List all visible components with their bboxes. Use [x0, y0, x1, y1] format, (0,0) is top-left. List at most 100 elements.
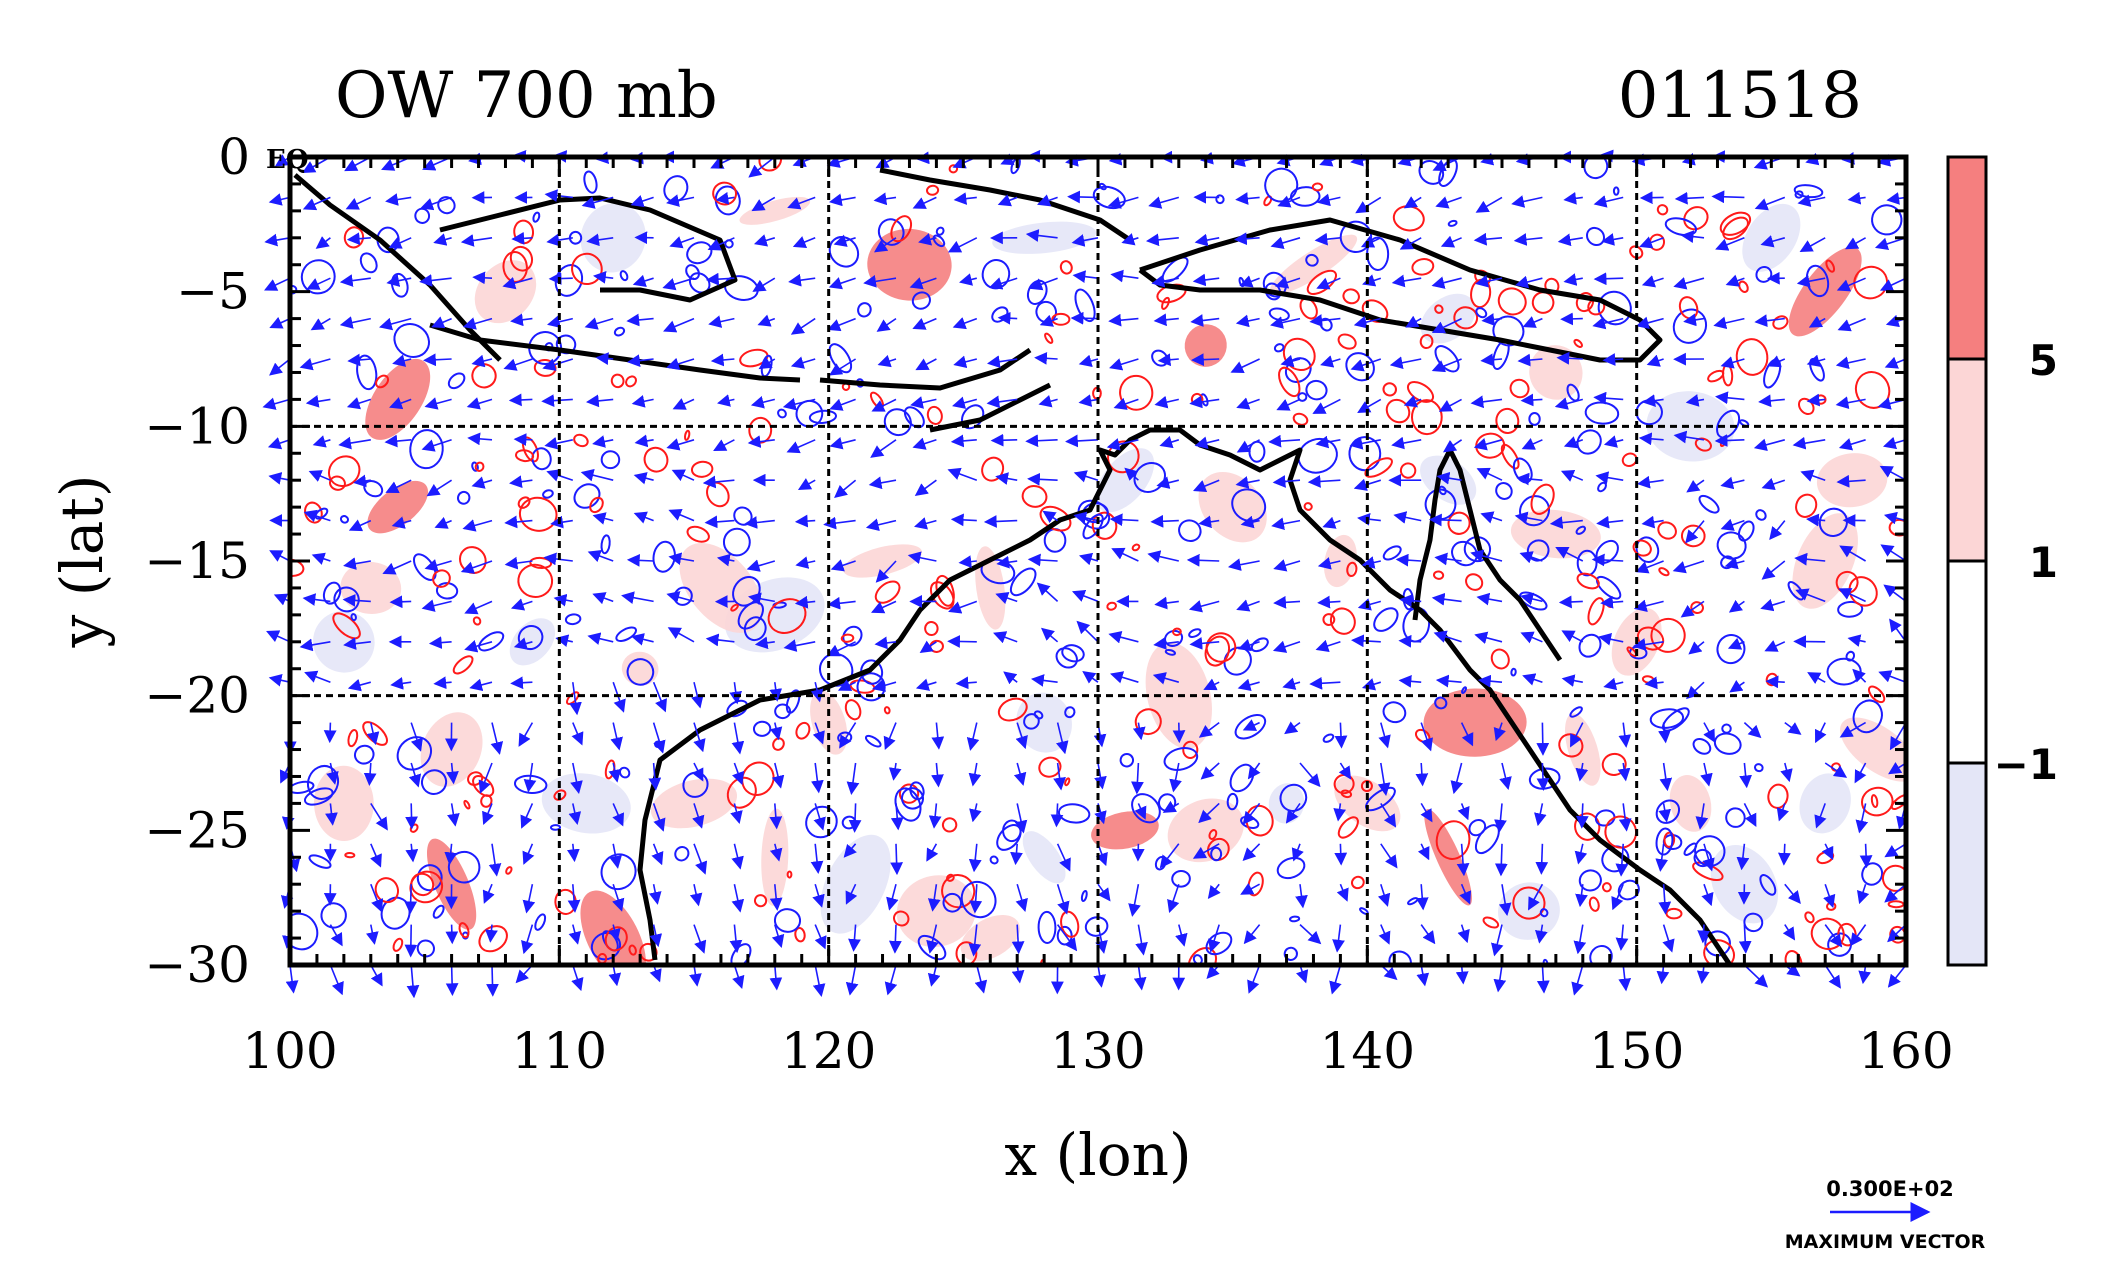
- wind-vector: [1435, 196, 1462, 209]
- negative-contour: [1037, 910, 1057, 944]
- wind-vector: [1784, 721, 1802, 735]
- wind-vector: [1857, 883, 1870, 905]
- wind-vector: [1884, 356, 1907, 369]
- wind-vector: [1511, 195, 1543, 208]
- wind-vector: [1236, 397, 1260, 410]
- wind-vector: [419, 274, 452, 287]
- wind-vector: [668, 508, 695, 522]
- wind-vector: [753, 234, 776, 247]
- wind-vector: [1416, 964, 1430, 987]
- wind-vector: [508, 393, 533, 407]
- wind-vector: [811, 762, 824, 794]
- wind-vector: [1474, 631, 1503, 644]
- coastline-australia: [637, 427, 1733, 965]
- negative-contour: [322, 581, 342, 605]
- wind-vector: [325, 803, 338, 826]
- wind-vector: [863, 274, 897, 288]
- wind-vector: [1391, 274, 1422, 288]
- x-tick-label: 120: [781, 1022, 876, 1080]
- wind-vector: [303, 509, 331, 523]
- wind-vector: [410, 722, 424, 752]
- wind-vector: [485, 924, 498, 943]
- wind-vector: [1641, 515, 1664, 529]
- wind-vector: [1703, 722, 1716, 743]
- negative-contour: [1215, 194, 1225, 205]
- wind-vector: [1360, 235, 1382, 248]
- positive-contour: [392, 937, 404, 952]
- colorbar: −1 1 5: [1946, 155, 2058, 967]
- wind-vector: [1271, 517, 1301, 530]
- positive-contour: [1453, 306, 1479, 330]
- negative-contour: [1163, 747, 1199, 771]
- positive-contour: [1601, 882, 1612, 893]
- wind-vector: [521, 924, 534, 955]
- wind-vector: [1299, 762, 1321, 788]
- negative-contour: [942, 892, 963, 913]
- positive-contour: [517, 563, 554, 598]
- wind-vector: [1632, 638, 1664, 651]
- wind-vector: [1355, 196, 1382, 214]
- wind-vector: [1332, 924, 1345, 953]
- wind-vector: [1879, 465, 1907, 481]
- negative-contour: [333, 586, 360, 613]
- negative-contour: [1683, 842, 1698, 856]
- wind-vector: [346, 232, 371, 246]
- wind-vector: [370, 843, 382, 868]
- wind-vector: [1285, 802, 1301, 824]
- wind-vector: [909, 277, 937, 290]
- wind-vector: [1852, 668, 1867, 683]
- wind-vector: [1108, 630, 1139, 644]
- wind-vector: [1807, 672, 1826, 684]
- positive-contour: [844, 699, 862, 721]
- positive-contour: [589, 496, 604, 514]
- positive-contour: [553, 789, 567, 801]
- wind-vector: [1780, 762, 1793, 783]
- wind-vector: [1836, 474, 1866, 488]
- wind-vector: [875, 560, 897, 583]
- wind-vector: [1436, 471, 1462, 485]
- wind-vector: [1415, 762, 1429, 787]
- wind-vector: [1673, 277, 1705, 290]
- wind-vector: [758, 356, 776, 370]
- wind-vector: [1700, 762, 1713, 787]
- wind-vector: [1475, 274, 1503, 288]
- wind-vector: [1595, 471, 1624, 484]
- wind-vector: [1560, 470, 1584, 482]
- negative-contour: [416, 939, 435, 958]
- positive-contour: [1311, 182, 1324, 192]
- wind-vector: [1316, 277, 1341, 290]
- positive-contour: [515, 449, 535, 463]
- wind-vector: [1835, 396, 1866, 409]
- wind-vector: [1156, 476, 1179, 489]
- wind-vector: [592, 512, 614, 525]
- coastline-lesser-sunda: [819, 347, 1032, 391]
- wind-vector: [1377, 762, 1391, 796]
- wind-vector: [1517, 353, 1543, 367]
- positive-contour: [327, 455, 361, 488]
- negative-contour: [1080, 889, 1088, 903]
- positive-contour: [1495, 407, 1520, 434]
- wind-vector: [520, 803, 534, 829]
- wind-vector: [471, 354, 493, 368]
- wind-vector: [1835, 356, 1866, 370]
- wind-vector: [730, 803, 743, 825]
- positive-contour: [1119, 374, 1154, 411]
- negative-contour: [1434, 696, 1448, 710]
- wind-vector: [1658, 803, 1672, 823]
- wind-vector: [915, 678, 937, 691]
- wind-vector: [705, 633, 735, 647]
- wind-vector: [1554, 397, 1584, 410]
- wind-vector: [1498, 884, 1512, 917]
- wind-vector: [1399, 594, 1422, 607]
- colorbar-label: 1: [2029, 538, 2058, 587]
- wind-vector: [1025, 229, 1058, 242]
- wind-vector: [1672, 560, 1705, 574]
- positive-contour: [1890, 793, 1906, 811]
- wind-vector: [794, 595, 816, 609]
- wind-vector: [1688, 641, 1705, 655]
- wind-vector: [1073, 511, 1099, 525]
- wind-vector: [405, 843, 419, 863]
- wind-vector: [1189, 395, 1220, 409]
- negative-contour: [877, 218, 905, 246]
